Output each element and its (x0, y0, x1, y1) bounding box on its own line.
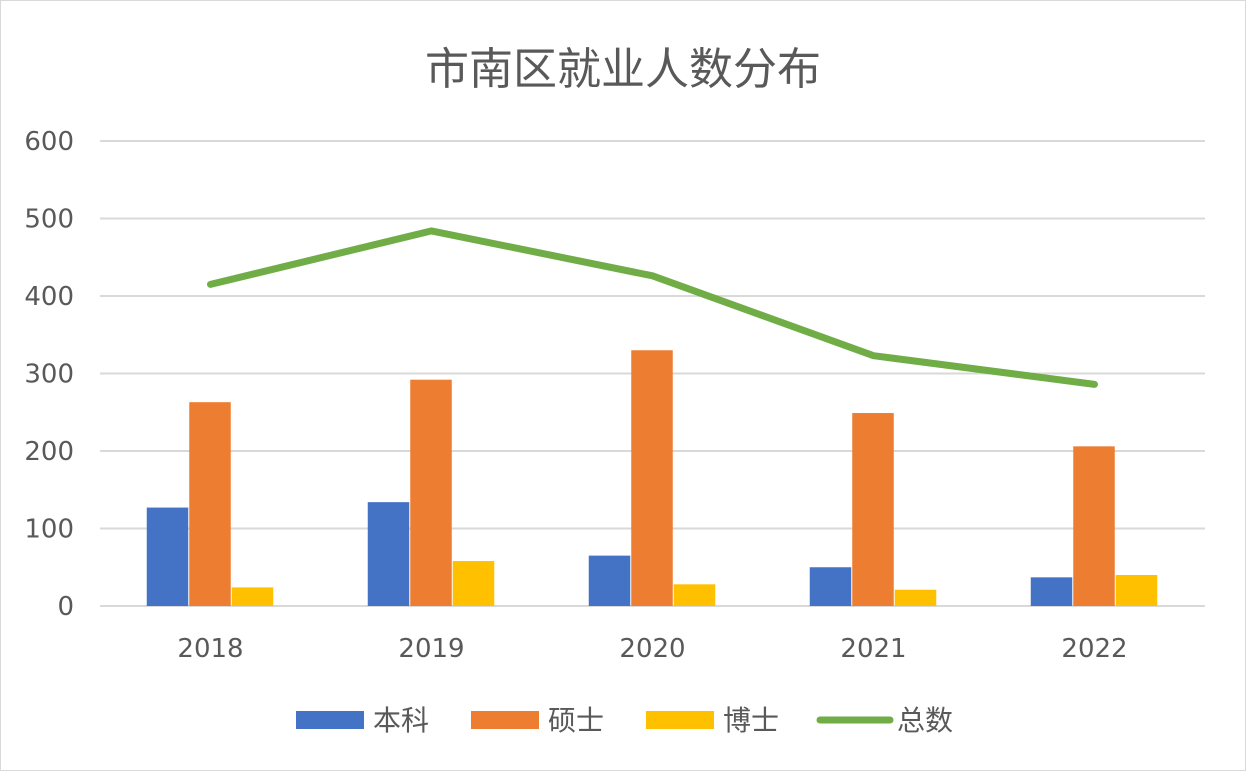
y-tick-label: 400 (24, 282, 74, 312)
bar-硕士-2019 (410, 379, 452, 606)
y-tick-label: 500 (24, 205, 74, 235)
x-tick-label: 2022 (1061, 634, 1127, 664)
legend-label-博士: 博士 (723, 704, 779, 737)
x-tick-label: 2019 (398, 634, 464, 664)
y-tick-label: 300 (24, 360, 74, 390)
x-tick-label: 2020 (619, 634, 685, 664)
y-tick-label: 0 (57, 592, 74, 622)
bar-本科-2019 (367, 502, 410, 606)
legend-swatch-硕士 (471, 711, 539, 729)
bar-博士-2019 (452, 561, 495, 606)
bar-博士-2022 (1115, 575, 1158, 606)
x-tick-label: 2018 (177, 634, 243, 664)
bar-博士-2018 (231, 587, 274, 606)
y-tick-label: 100 (24, 515, 74, 545)
bar-本科-2022 (1030, 577, 1073, 606)
legend-label-本科: 本科 (373, 704, 429, 737)
legend-label-硕士: 硕士 (548, 704, 604, 737)
bar-博士-2021 (894, 589, 937, 606)
bar-硕士-2021 (852, 413, 894, 606)
chart-title: 市南区就业人数分布 (425, 44, 821, 95)
bar-硕士-2022 (1073, 446, 1115, 606)
bar-本科-2020 (588, 555, 631, 606)
bar-博士-2020 (673, 584, 716, 606)
y-tick-label: 600 (24, 127, 74, 157)
legend-label-总数: 总数 (897, 704, 953, 737)
x-tick-label: 2021 (840, 634, 906, 664)
bar-硕士-2020 (631, 350, 673, 606)
legend-swatch-博士 (646, 711, 714, 729)
line-总数 (207, 227, 1098, 388)
bar-硕士-2018 (189, 402, 231, 606)
y-tick-label: 200 (24, 437, 74, 467)
bar-本科-2018 (146, 507, 189, 606)
bar-本科-2021 (809, 567, 852, 606)
legend-swatch-本科 (296, 711, 364, 729)
